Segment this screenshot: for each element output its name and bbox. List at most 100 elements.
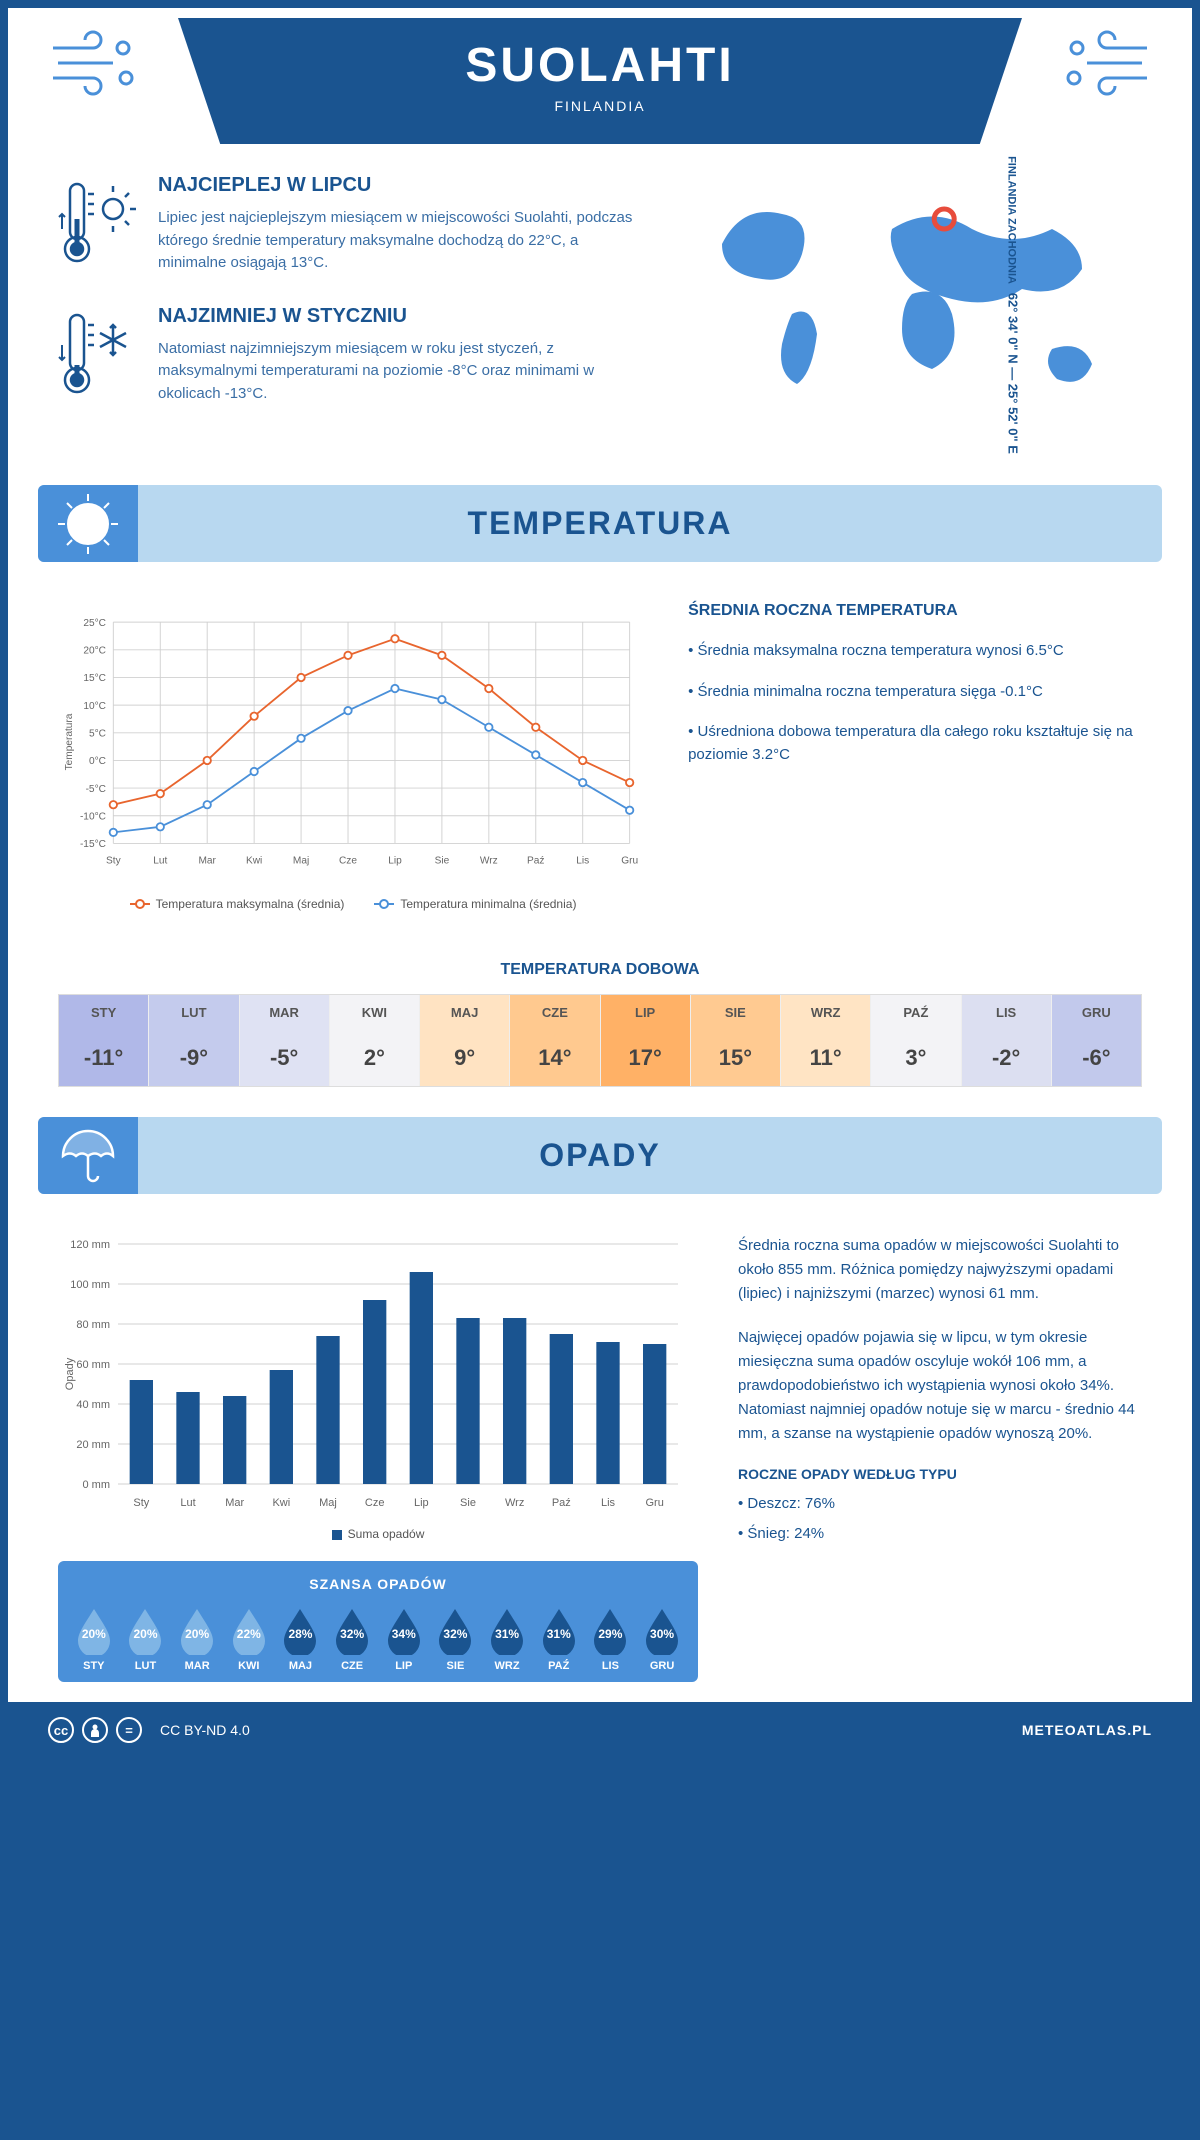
cold-text: NAJZIMNIEJ W STYCZNIU Natomiast najzimni… — [158, 305, 642, 406]
nd-icon: = — [116, 1717, 142, 1743]
svg-text:-10°C: -10°C — [80, 811, 106, 822]
svg-text:Lis: Lis — [601, 1497, 616, 1509]
svg-text:Temperatura: Temperatura — [64, 713, 75, 770]
svg-text:40 mm: 40 mm — [76, 1399, 110, 1411]
svg-text:10°C: 10°C — [83, 701, 106, 712]
temp-cell-value: 17° — [601, 1030, 690, 1086]
temp-cell-month: LUT — [149, 995, 238, 1030]
drop-icon: 20% — [177, 1607, 217, 1655]
drop-icon: 34% — [384, 1607, 424, 1655]
temp-cell: LIS -2° — [962, 995, 1052, 1086]
svg-text:Kwi: Kwi — [246, 856, 262, 867]
license-block: cc = CC BY-ND 4.0 — [48, 1717, 250, 1743]
header-wrap: SUOLAHTI FINLANDIA — [8, 8, 1192, 144]
temperature-content: -15°C-10°C-5°C0°C5°C10°C15°C20°C25°CStyL… — [8, 582, 1192, 931]
drop-icon: 20% — [74, 1607, 114, 1655]
svg-text:15°C: 15°C — [83, 673, 106, 684]
chance-month: LIS — [590, 1660, 630, 1672]
chance-row: 20% STY 20% LUT 20% MAR 22% KWI — [68, 1607, 688, 1672]
temp-cell: LUT -9° — [149, 995, 239, 1086]
temp-cell-value: 9° — [420, 1030, 509, 1086]
chance-month: LIP — [384, 1660, 424, 1672]
chance-item: 34% LIP — [384, 1607, 424, 1672]
svg-text:120 mm: 120 mm — [70, 1239, 110, 1251]
svg-text:20 mm: 20 mm — [76, 1439, 110, 1451]
svg-text:Lut: Lut — [153, 856, 167, 867]
opady-para: Średnia roczna suma opadów w miejscowośc… — [738, 1234, 1142, 1306]
temp-cell-value: -2° — [962, 1030, 1051, 1086]
chance-item: 31% WRZ — [487, 1607, 527, 1672]
hot-text: NAJCIEPLEJ W LIPCU Lipiec jest najcieple… — [158, 174, 642, 275]
thermometer-cold-icon — [58, 305, 138, 405]
svg-text:Paź: Paź — [552, 1497, 571, 1509]
svg-text:Gru: Gru — [621, 856, 638, 867]
temp-cell-month: MAR — [240, 995, 329, 1030]
temp-cell-value: -6° — [1052, 1030, 1141, 1086]
site-name: METEOATLAS.PL — [1022, 1722, 1152, 1738]
opady-type-title: ROCZNE OPADY WEDŁUG TYPU — [738, 1466, 1142, 1482]
temp-cell-value: -11° — [59, 1030, 148, 1086]
temp-cell: SIE 15° — [691, 995, 781, 1086]
chance-month: GRU — [642, 1660, 682, 1672]
temp-cell: GRU -6° — [1052, 995, 1141, 1086]
svg-text:Lip: Lip — [388, 856, 402, 867]
hot-desc: Lipiec jest najcieplejszym miesiącem w m… — [158, 207, 642, 275]
temp-cell-month: STY — [59, 995, 148, 1030]
temp-info-point: • Średnia maksymalna roczna temperatura … — [688, 640, 1142, 663]
temp-info-title: ŚREDNIA ROCZNA TEMPERATURA — [688, 602, 1142, 620]
temp-cell-month: KWI — [330, 995, 419, 1030]
drop-icon: 22% — [229, 1607, 269, 1655]
temp-cell-month: LIS — [962, 995, 1051, 1030]
temp-cell-value: -5° — [240, 1030, 329, 1086]
svg-text:0 mm: 0 mm — [83, 1479, 111, 1491]
drop-icon: 31% — [487, 1607, 527, 1655]
drop-icon: 29% — [590, 1607, 630, 1655]
temp-cell-month: SIE — [691, 995, 780, 1030]
coords-label: FINLANDIA ZACHODNIA 62° 34' 0" N — 25° 5… — [1006, 156, 1021, 454]
opady-content: 0 mm20 mm40 mm60 mm80 mm100 mm120 mmStyL… — [8, 1214, 1192, 1702]
daily-temp-title: TEMPERATURA DOBOWA — [8, 961, 1192, 979]
opady-info: Średnia roczna suma opadów w miejscowośc… — [738, 1234, 1142, 1682]
header: SUOLAHTI FINLANDIA — [178, 18, 1022, 144]
svg-text:Wrz: Wrz — [505, 1497, 524, 1509]
temperature-info: ŚREDNIA ROCZNA TEMPERATURA • Średnia mak… — [688, 602, 1142, 911]
svg-text:Cze: Cze — [365, 1497, 385, 1509]
chance-item: 22% KWI — [229, 1607, 269, 1672]
thermometer-hot-icon — [58, 174, 138, 274]
svg-text:Sty: Sty — [133, 1497, 149, 1509]
opady-legend: Suma opadów — [58, 1527, 698, 1541]
intro-section: NAJCIEPLEJ W LIPCU Lipiec jest najcieple… — [8, 144, 1192, 465]
hot-block: NAJCIEPLEJ W LIPCU Lipiec jest najcieple… — [58, 174, 642, 275]
map-wrap: FINLANDIA ZACHODNIA 62° 34' 0" N — 25° 5… — [682, 174, 1142, 435]
chance-month: LUT — [125, 1660, 165, 1672]
opady-type-point: • Śnieg: 24% — [738, 1522, 1142, 1546]
drop-icon: 32% — [332, 1607, 372, 1655]
cold-block: NAJZIMNIEJ W STYCZNIU Natomiast najzimni… — [58, 305, 642, 406]
temp-cell-value: 15° — [691, 1030, 780, 1086]
temp-cell-value: 14° — [510, 1030, 599, 1086]
drop-icon: 32% — [435, 1607, 475, 1655]
temp-cell: CZE 14° — [510, 995, 600, 1086]
legend-item: .legend-line[style*='#4a90d9']::after{bo… — [374, 897, 576, 911]
chance-title: SZANSA OPADÓW — [68, 1576, 688, 1592]
opady-para: Najwięcej opadów pojawia się w lipcu, w … — [738, 1326, 1142, 1446]
temp-cell-month: LIP — [601, 995, 690, 1030]
svg-text:80 mm: 80 mm — [76, 1319, 110, 1331]
temperature-chart-area: -15°C-10°C-5°C0°C5°C10°C15°C20°C25°CStyL… — [58, 602, 648, 911]
chance-month: CZE — [332, 1660, 372, 1672]
hot-title: NAJCIEPLEJ W LIPCU — [158, 174, 642, 197]
chance-item: 31% PAŹ — [539, 1607, 579, 1672]
chance-item: 32% SIE — [435, 1607, 475, 1672]
svg-text:Lip: Lip — [414, 1497, 429, 1509]
chance-month: SIE — [435, 1660, 475, 1672]
world-map — [682, 174, 1142, 424]
temp-cell-month: CZE — [510, 995, 599, 1030]
chance-item: 20% STY — [74, 1607, 114, 1672]
daily-temp-table: STY -11° LUT -9° MAR -5° KWI 2° MAJ 9° C… — [58, 994, 1142, 1087]
temp-cell: MAR -5° — [240, 995, 330, 1086]
temp-cell: STY -11° — [59, 995, 149, 1086]
temp-cell: WRZ 11° — [781, 995, 871, 1086]
svg-text:0°C: 0°C — [89, 756, 106, 767]
page-title: SUOLAHTI — [178, 38, 1022, 93]
temp-cell: PAŹ 3° — [871, 995, 961, 1086]
